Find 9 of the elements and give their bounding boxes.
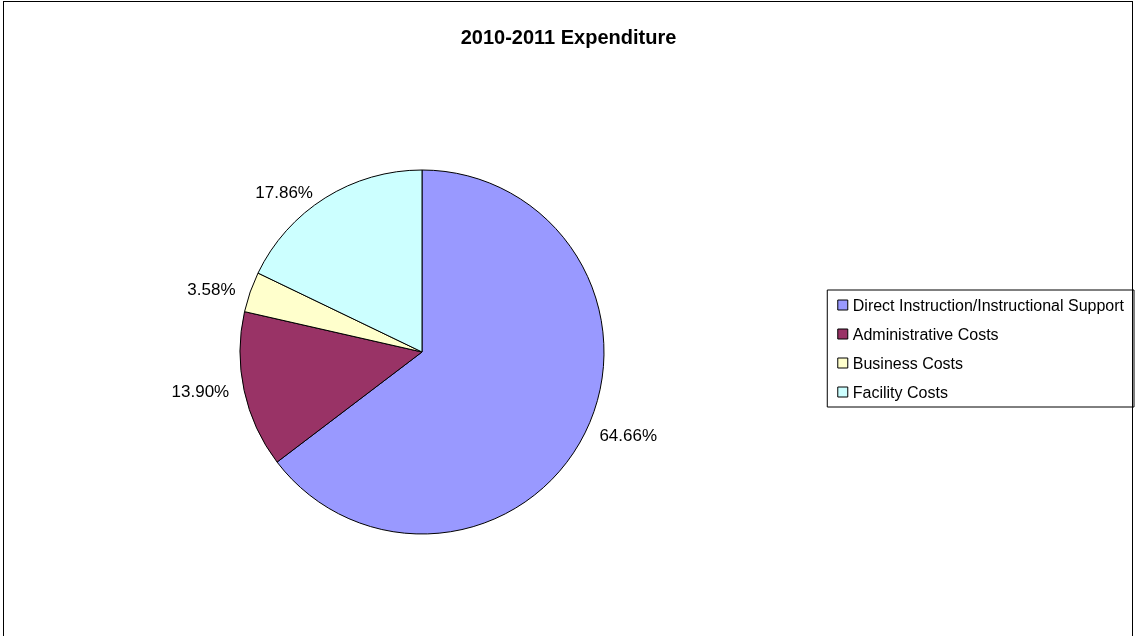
- chart-title: 2010-2011 Expenditure: [460, 26, 677, 48]
- data-label: 17.86%: [255, 183, 313, 203]
- data-label: 64.66%: [599, 426, 658, 446]
- data-label: 13.90%: [171, 382, 230, 402]
- legend-label: Administrative Costs: [852, 325, 999, 343]
- legend-label: Direct Instruction/Instructional Support: [852, 296, 1125, 314]
- legend-label: Facility Costs: [852, 383, 948, 401]
- legend-label: Business Costs: [852, 354, 964, 372]
- data-label: 3.58%: [187, 280, 236, 300]
